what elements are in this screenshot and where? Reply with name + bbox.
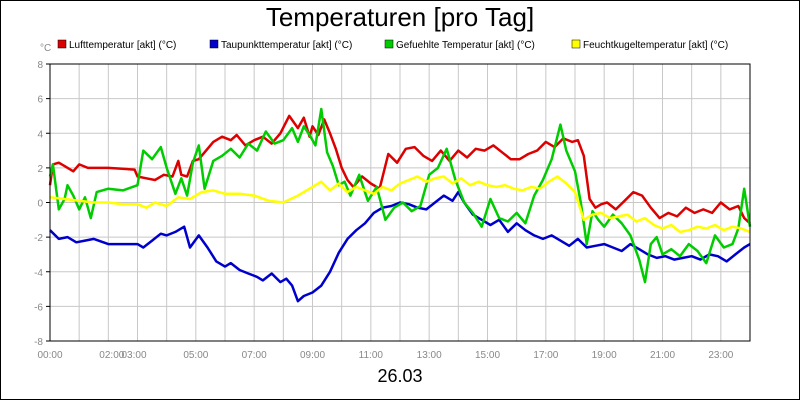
legend-label: Gefuehlte Temperatur [akt] (°C) xyxy=(396,40,535,51)
x-tick-label: 15:00 xyxy=(475,350,500,361)
x-tick-label: 00:00 xyxy=(37,350,62,361)
plot-area-border xyxy=(49,63,751,342)
x-tick-label: 19:00 xyxy=(592,350,617,361)
legend: Lufttemperatur [akt] (°C) Taupunkttempera… xyxy=(57,39,728,51)
legend-label: Feuchtkugeltemperatur [akt] (°C) xyxy=(583,40,728,51)
x-tick-label: 13:00 xyxy=(417,350,442,361)
y-axis-ticks: -8 -6 -4 -2 0 2 4 6 8 xyxy=(34,60,50,348)
y-tick-label: 8 xyxy=(37,60,43,71)
legend-label: Taupunkttemperatur [akt] (°C) xyxy=(221,40,352,51)
series-lines xyxy=(48,107,752,303)
x-tick-label: 09:00 xyxy=(300,350,325,361)
x-tick-label: 21:00 xyxy=(650,350,675,361)
x-tick-label: 11:00 xyxy=(359,350,384,361)
grid-lines xyxy=(50,64,750,341)
x-tick-label: 17:00 xyxy=(533,350,558,361)
y-tick-label: -2 xyxy=(34,233,43,244)
series-line-1 xyxy=(48,114,751,225)
x-tick-label: 07:00 xyxy=(242,350,267,361)
legend-label: Lufttemperatur [akt] (°C) xyxy=(69,40,176,51)
series-line-4 xyxy=(49,175,751,234)
x-tick-label: 05:00 xyxy=(183,350,208,361)
y-tick-label: -4 xyxy=(34,268,43,279)
y-tick-label: 4 xyxy=(37,129,43,140)
y-tick-label: 6 xyxy=(37,95,43,106)
x-tick-label: 03:00 xyxy=(122,350,147,361)
date-label: 26.03 xyxy=(377,366,423,386)
legend-swatch xyxy=(571,39,581,49)
legend-swatch xyxy=(209,39,219,49)
y-tick-label: -8 xyxy=(34,337,43,348)
y-axis-unit: °C xyxy=(40,43,51,54)
legend-swatch xyxy=(384,39,394,49)
y-tick-label: 0 xyxy=(37,199,43,210)
x-tick-label: 23:00 xyxy=(708,350,733,361)
series-line-3 xyxy=(48,107,752,284)
legend-swatch xyxy=(57,39,67,49)
chart-title: Temperaturen [pro Tag] xyxy=(265,2,535,32)
x-tick-label: 02:00 xyxy=(99,350,124,361)
y-tick-label: 2 xyxy=(37,164,43,175)
y-tick-label: -6 xyxy=(34,302,43,313)
